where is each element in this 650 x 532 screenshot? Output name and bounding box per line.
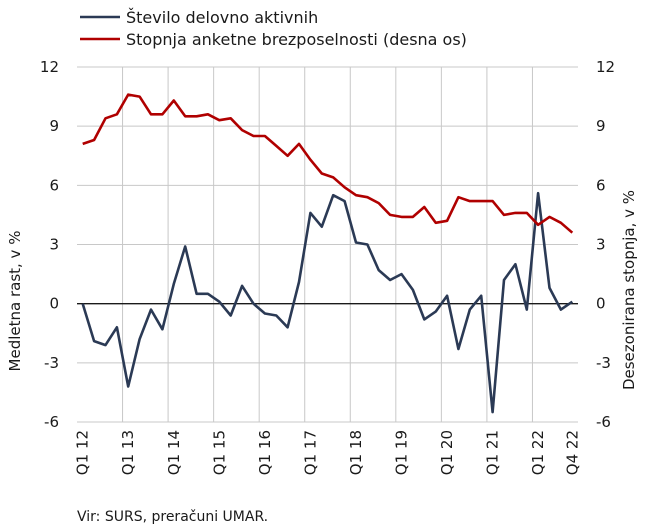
left-tick-label: -6 — [44, 413, 59, 431]
right-tick-label: 12 — [596, 58, 615, 76]
right-tick-label: 0 — [596, 295, 606, 313]
right-tick-label: -3 — [596, 354, 611, 372]
x-tick-label: Q1 14 — [165, 430, 183, 475]
x-tick-label: Q4 22 — [563, 430, 581, 475]
x-tick-label: Q1 22 — [529, 430, 547, 475]
right-tick-label: 6 — [596, 176, 606, 194]
right-tick-label: -6 — [596, 413, 611, 431]
left-tick-label: 12 — [40, 58, 59, 76]
left-tick-label: 3 — [49, 236, 59, 254]
x-tick-label: Q1 17 — [301, 430, 319, 475]
x-tick-label: Q1 18 — [347, 430, 365, 475]
right-axis-label: Desezonirana stopnja, v % — [620, 190, 638, 390]
series-line-1 — [81, 191, 574, 414]
source-note: Vir: SURS, preračuni UMAR. — [77, 509, 269, 525]
gridlines — [77, 66, 578, 423]
left-axis-label: Medletna rast, v % — [6, 231, 24, 372]
x-tick-label: Q1 15 — [210, 430, 228, 475]
x-tick-label: Q1 12 — [74, 430, 92, 475]
legend-label-1: Število delovno aktivnih — [126, 8, 318, 27]
series-group — [81, 93, 574, 414]
x-tick-label: Q1 19 — [393, 430, 411, 475]
x-tick-label: Q1 16 — [256, 430, 274, 475]
series-line-2 — [82, 93, 574, 234]
right-tick-label: 9 — [596, 117, 606, 135]
right-axis-ticks: -6 -3 0 3 6 9 12 — [596, 58, 615, 431]
left-tick-label: 0 — [49, 295, 59, 313]
left-tick-label: 6 — [49, 176, 59, 194]
legend-label-2: Stopnja anketne brezposelnosti (desna os… — [126, 30, 467, 49]
x-tick-label: Q1 21 — [484, 430, 502, 475]
right-tick-label: 3 — [596, 236, 606, 254]
x-axis-ticks: Q1 12 Q1 13 Q1 14 Q1 15 Q1 16 Q1 17 Q1 18 Q1 19… — [74, 430, 582, 475]
legend: Število delovno aktivnih Stopnja anketne … — [80, 8, 467, 49]
left-tick-label: 9 — [49, 117, 59, 135]
x-tick-label: Q1 13 — [119, 430, 137, 475]
left-tick-label: -3 — [44, 354, 59, 372]
left-axis-ticks: -6 -3 0 3 6 9 12 — [40, 58, 59, 431]
x-tick-label: Q1 20 — [438, 430, 456, 475]
